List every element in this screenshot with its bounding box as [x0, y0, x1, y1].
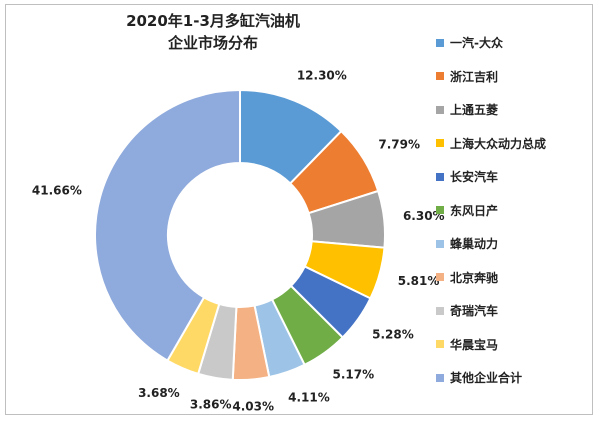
- legend-swatch-0: [436, 38, 444, 47]
- slice-label-3: 5.81%: [398, 274, 440, 288]
- legend-item-3: 上海大众动力总成: [436, 135, 546, 153]
- legend-swatch-3: [436, 139, 444, 147]
- slice-label-8: 3.86%: [190, 397, 232, 411]
- slice-labels: 12.30% 7.79% 6.30% 5.81% 5.28% 5.17%4.11% 4.03…: [32, 69, 445, 414]
- legend-swatch-5: [436, 206, 444, 214]
- donut-slices: [94, 88, 386, 381]
- legend-item-2: 上通五菱: [436, 101, 498, 119]
- slice-label-5: 5.17%: [332, 368, 374, 382]
- legend-swatch-1: [436, 72, 444, 80]
- legend-item-5: 东风日产: [436, 202, 498, 220]
- legend-item-0: 一汽-大众: [436, 34, 503, 52]
- slice-label-1: 7.79%: [378, 138, 420, 152]
- legend-label-6: 蜂巢动力: [450, 237, 499, 251]
- slice-label-6: 4.11%: [288, 391, 330, 405]
- legend-item-1: 浙江吉利: [436, 68, 498, 86]
- legend-label-0: 一汽-大众: [450, 36, 503, 50]
- slice-label-9: 3.68%: [138, 386, 180, 400]
- chart-title-line-2: 企业市场分布: [167, 34, 258, 52]
- legend-swatch-2: [436, 105, 444, 114]
- legend-label-9: 华晨宝马: [450, 337, 499, 352]
- legend-label-2: 上通五菱: [450, 103, 499, 117]
- legend-item-7: 北京奔驰: [436, 269, 498, 287]
- legend-swatch-9: [436, 340, 444, 348]
- legend-label-4: 长安汽车: [450, 170, 499, 184]
- slice-label-7: 4.03%: [232, 399, 274, 413]
- legend-item-8: 奇瑞汽车: [436, 302, 498, 320]
- slice-label-0: 12.30%: [297, 69, 347, 83]
- legend-label-1: 浙江吉利: [450, 69, 499, 84]
- legend-item-6: 蜂巢动力: [436, 235, 498, 253]
- chart-title-line-1: 2020年1-3月多缸汽油机: [126, 12, 300, 30]
- legend-swatch-8: [436, 306, 444, 315]
- legend-label-8: 奇瑞汽车: [450, 304, 499, 318]
- legend-item-10: 其他企业合计: [436, 369, 522, 387]
- chart-title: 2020年1-3月多缸汽油机 企业市场分布: [108, 10, 318, 54]
- legend-swatch-6: [436, 239, 444, 248]
- slice-label-10: 41.66%: [32, 183, 82, 197]
- legend-swatch-10: [436, 373, 444, 382]
- legend-item-4: 长安汽车: [436, 168, 498, 186]
- legend-label-3: 上海大众动力总成: [450, 136, 547, 151]
- legend-label-5: 东风日产: [450, 203, 499, 218]
- legend-swatch-4: [436, 172, 444, 181]
- legend-label-10: 其他企业合计: [450, 371, 523, 385]
- legend-swatch-7: [436, 273, 444, 281]
- slice-label-2: 6.30%: [403, 209, 445, 223]
- donut-slice-10: [94, 88, 241, 362]
- legend-item-9: 华晨宝马: [436, 336, 498, 354]
- slice-label-4: 5.28%: [372, 328, 414, 342]
- legend-label-7: 北京奔驰: [450, 270, 499, 285]
